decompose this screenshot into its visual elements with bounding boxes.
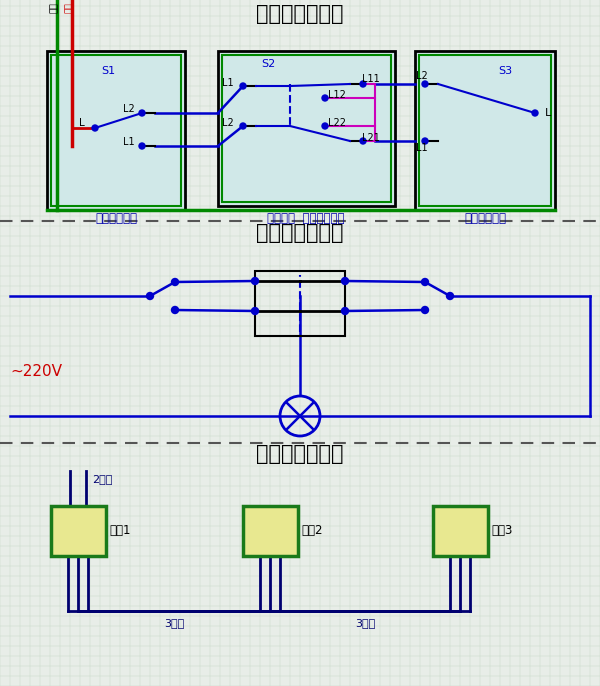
Text: 2根线: 2根线 <box>92 474 112 484</box>
Circle shape <box>240 123 246 129</box>
Text: 3根线: 3根线 <box>164 618 184 628</box>
Text: L: L <box>79 118 85 128</box>
FancyBboxPatch shape <box>47 51 185 210</box>
Circle shape <box>421 307 428 314</box>
FancyBboxPatch shape <box>415 51 555 210</box>
Circle shape <box>532 110 538 116</box>
FancyBboxPatch shape <box>433 506 488 556</box>
Circle shape <box>172 307 179 314</box>
Text: L2: L2 <box>222 118 234 128</box>
Text: L2: L2 <box>416 71 428 81</box>
Circle shape <box>322 95 328 101</box>
Text: L2: L2 <box>123 104 135 114</box>
FancyBboxPatch shape <box>243 506 298 556</box>
Circle shape <box>360 138 366 144</box>
Circle shape <box>421 279 428 285</box>
Text: ~220V: ~220V <box>10 364 62 379</box>
Circle shape <box>92 125 98 131</box>
Text: 开关1: 开关1 <box>109 525 131 538</box>
Circle shape <box>422 138 428 144</box>
Text: S3: S3 <box>498 66 512 76</box>
Text: L12: L12 <box>328 90 346 100</box>
Text: 开关3: 开关3 <box>491 525 512 538</box>
Text: L1: L1 <box>223 78 234 88</box>
Circle shape <box>422 81 428 87</box>
Text: L22: L22 <box>328 118 346 128</box>
Circle shape <box>139 143 145 149</box>
Text: 单开双控开关: 单开双控开关 <box>95 213 137 226</box>
Text: 开关2: 开关2 <box>301 525 323 538</box>
Circle shape <box>240 83 246 89</box>
Text: 中途开关  （三控开关）: 中途开关 （三控开关） <box>267 213 345 226</box>
Text: 三控开关布线图: 三控开关布线图 <box>256 444 344 464</box>
Circle shape <box>251 278 259 285</box>
Text: 三控开关原理图: 三控开关原理图 <box>256 223 344 243</box>
Circle shape <box>172 279 179 285</box>
Text: L1: L1 <box>416 143 428 153</box>
Circle shape <box>251 307 259 314</box>
Text: 三控开关接线图: 三控开关接线图 <box>256 4 344 24</box>
Text: L11: L11 <box>362 74 380 84</box>
Circle shape <box>139 110 145 116</box>
Text: L1: L1 <box>124 137 135 147</box>
FancyBboxPatch shape <box>218 51 395 206</box>
Text: 3根线: 3根线 <box>355 618 375 628</box>
Text: S2: S2 <box>261 59 275 69</box>
Text: L: L <box>545 108 551 118</box>
Text: 单开双控开关: 单开双控开关 <box>464 213 506 226</box>
FancyBboxPatch shape <box>51 506 106 556</box>
Text: L21: L21 <box>362 133 380 143</box>
Circle shape <box>146 292 154 300</box>
Text: 相线: 相线 <box>49 3 59 13</box>
Circle shape <box>446 292 454 300</box>
Text: 火线: 火线 <box>65 3 74 13</box>
Circle shape <box>341 307 349 314</box>
Circle shape <box>322 123 328 129</box>
Circle shape <box>360 81 366 87</box>
Circle shape <box>341 278 349 285</box>
Text: S1: S1 <box>101 66 115 76</box>
